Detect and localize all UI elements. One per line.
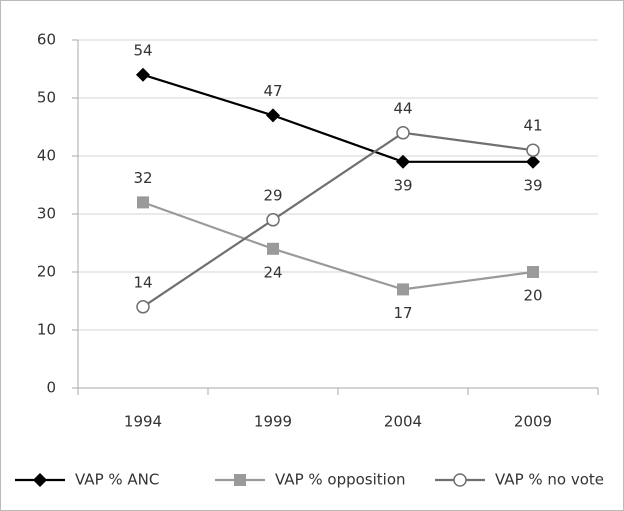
data-point [526, 154, 540, 169]
legend-label: VAP % no vote [495, 471, 604, 489]
data-label: 41 [523, 117, 542, 135]
data-point [137, 196, 149, 209]
data-point [267, 242, 279, 255]
legend-marker [234, 474, 246, 486]
data-point [266, 108, 280, 123]
data-label: 14 [133, 273, 152, 291]
legend-label: VAP % ANC [75, 471, 159, 489]
legend-label: VAP % opposition [275, 471, 406, 489]
data-point [136, 300, 150, 314]
data-label: 20 [523, 287, 542, 305]
series-line [142, 131, 534, 308]
x-tick-label: 2004 [384, 413, 422, 431]
x-tick-label: 1994 [124, 413, 162, 431]
y-tick-label: 40 [37, 147, 56, 165]
x-tick-label: 2009 [514, 413, 552, 431]
y-tick-label: 20 [37, 263, 56, 281]
legend-marker [453, 473, 467, 487]
data-label: 47 [263, 82, 282, 100]
data-point [136, 67, 150, 82]
y-tick-label: 10 [37, 321, 56, 339]
data-label: 39 [523, 176, 542, 194]
data-label: 24 [263, 263, 282, 281]
y-tick-label: 60 [37, 31, 56, 49]
data-point [396, 126, 410, 140]
data-label: 39 [393, 176, 412, 194]
series-line [142, 73, 533, 163]
data-label: 44 [393, 99, 412, 117]
data-label: 29 [263, 186, 282, 204]
data-point [266, 213, 280, 227]
data-label: 32 [133, 169, 152, 187]
x-tick-label: 1999 [254, 413, 292, 431]
legend-marker [33, 473, 47, 487]
y-tick-label: 30 [37, 205, 56, 223]
data-label: 17 [393, 304, 412, 322]
data-point [396, 154, 410, 169]
data-point [526, 143, 540, 157]
series-line [142, 201, 534, 291]
data-point [527, 266, 539, 278]
y-tick-label: 0 [46, 379, 56, 397]
data-point [397, 283, 409, 296]
data-label: 54 [133, 41, 152, 59]
y-tick-label: 50 [37, 89, 56, 107]
